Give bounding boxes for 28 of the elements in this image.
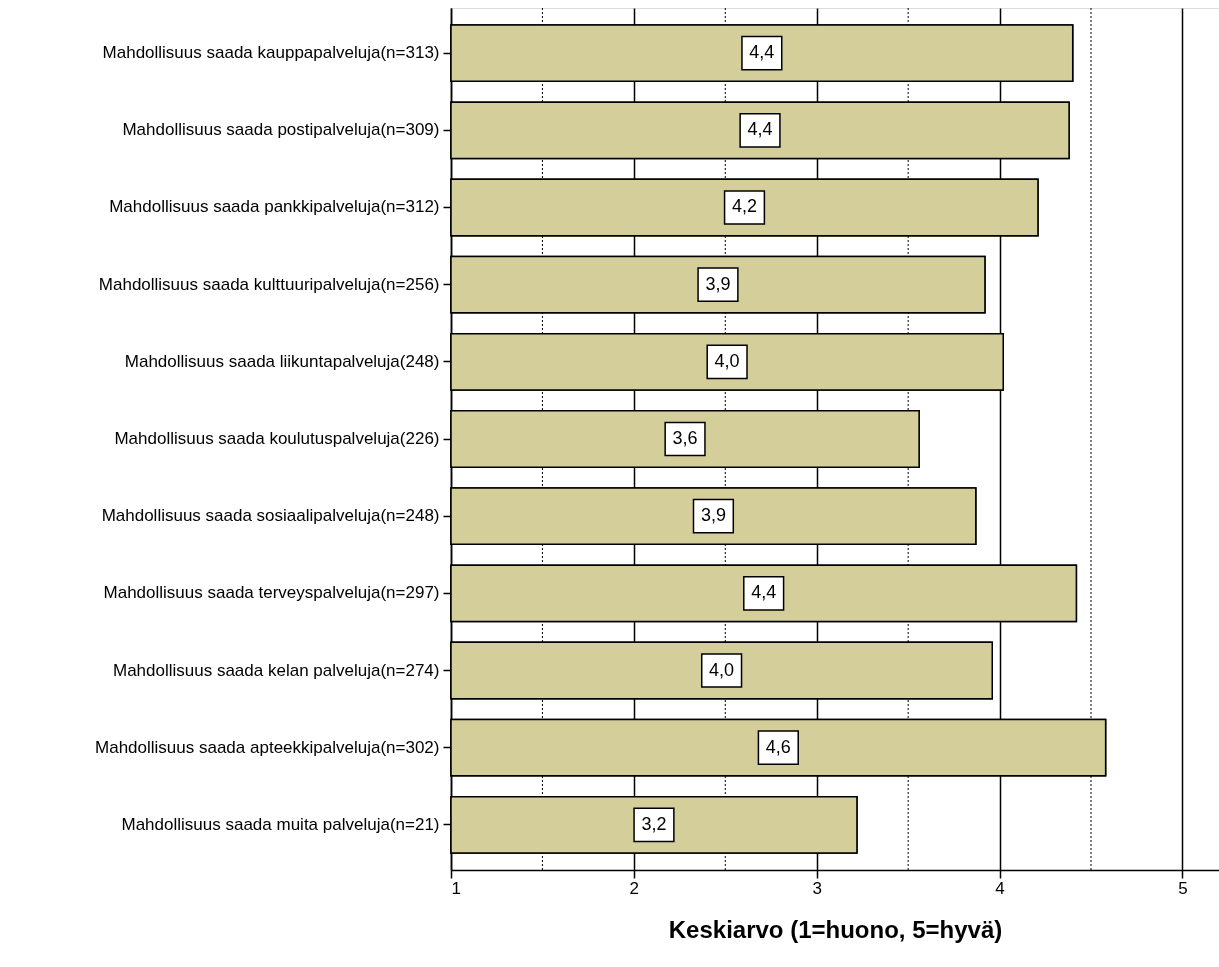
x-tick-label: 1 bbox=[451, 878, 461, 898]
y-tick-label: Mahdollisuus saada postipalveluja(n=309) bbox=[122, 120, 440, 140]
y-tick-label: Mahdollisuus saada kauppapalveluja(n=313) bbox=[102, 43, 440, 63]
x-tick-label: 4 bbox=[995, 878, 1005, 898]
y-tick-label: Mahdollisuus saada muita palveluja(n=21) bbox=[121, 814, 440, 834]
data-label: 3,2 bbox=[641, 813, 667, 834]
y-tick-label: Mahdollisuus saada kulttuuripalveluja(n=256) bbox=[98, 274, 440, 294]
data-label: 3,9 bbox=[700, 505, 726, 526]
data-label: 3,9 bbox=[705, 273, 731, 294]
y-tick-label: Mahdollisuus saada kelan palveluja(n=274) bbox=[112, 660, 440, 680]
x-tick-label: 5 bbox=[1178, 878, 1188, 898]
data-label: 4,6 bbox=[765, 736, 791, 757]
y-tick-label: Mahdollisuus saada pankkipalveluja(n=312) bbox=[109, 197, 440, 217]
data-label: 4,4 bbox=[747, 119, 773, 140]
data-label: 4,0 bbox=[709, 659, 735, 680]
y-tick-label: Mahdollisuus saada sosiaalipalveluja(n=248) bbox=[101, 506, 440, 526]
x-tick-label: 2 bbox=[629, 878, 640, 898]
x-tick-label: 3 bbox=[812, 878, 822, 898]
data-label: 4,2 bbox=[731, 196, 757, 217]
y-tick-label: Mahdollisuus saada liikuntapalveluja(248) bbox=[124, 351, 440, 371]
data-label: 4,4 bbox=[751, 582, 777, 603]
data-label: 4,4 bbox=[749, 42, 775, 63]
x-axis-title: Keskiarvo (1=huono, 5=hyvä) bbox=[668, 915, 1003, 943]
y-tick-label: Mahdollisuus saada koulutuspalveluja(226) bbox=[114, 429, 440, 448]
data-label: 3,6 bbox=[672, 428, 698, 448]
data-label: 4,0 bbox=[714, 350, 740, 371]
y-tick-label: Mahdollisuus saada terveyspalveluja(n=297) bbox=[103, 583, 440, 603]
y-tick-label: Mahdollisuus saada apteekkipalveluja(n=302) bbox=[95, 737, 440, 757]
